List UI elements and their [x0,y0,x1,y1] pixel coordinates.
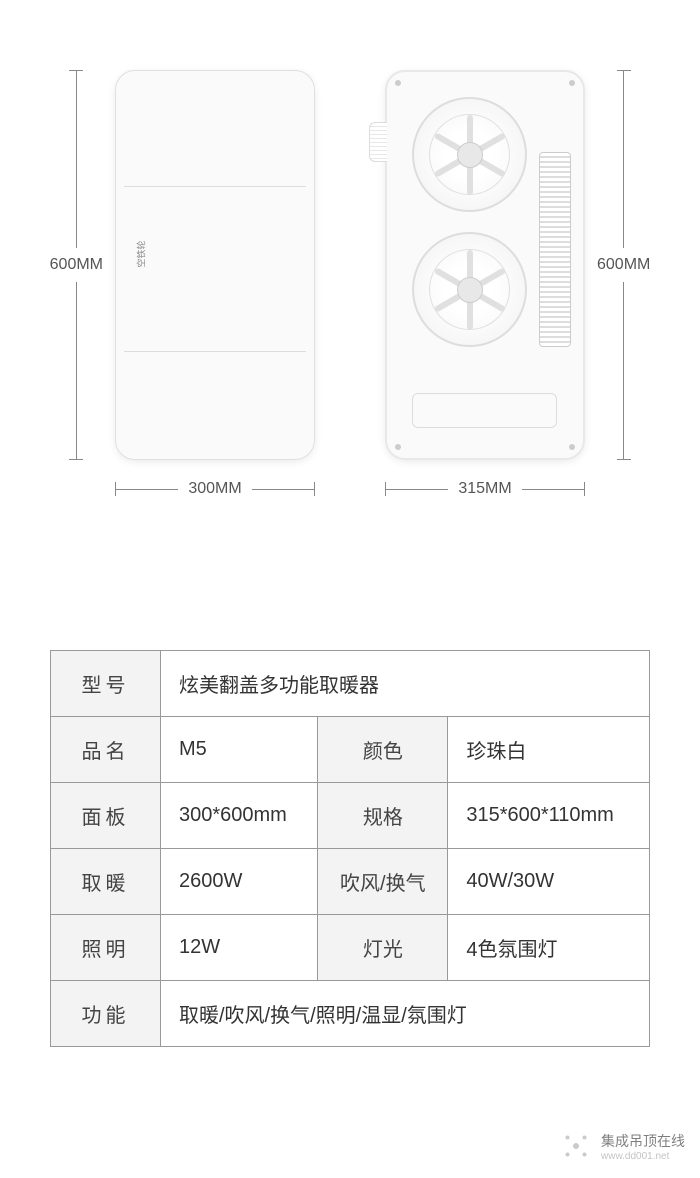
watermark-url: www.dd001.net [601,1151,685,1162]
watermark-text: 集成吊顶在线 www.dd001.net [601,1131,685,1162]
front-width-label: 300MM [188,480,241,498]
fan-bottom [412,232,527,347]
back-height-dimension: 600MM [597,70,650,460]
spec-color-value: 珍珠白 [448,717,650,783]
watermark-icon [559,1129,593,1163]
table-row: 照明 12W 灯光 4色氛围灯 [51,915,650,981]
spec-name-value: M5 [161,717,318,783]
spec-light-value: 4色氛围灯 [448,915,650,981]
table-row: 品名 M5 颜色 珍珠白 [51,717,650,783]
front-view-group: 600MM 空铁轮 300MM [50,40,315,570]
spec-function-value: 取暖/吹风/换气/照明/温显/氛围灯 [161,981,650,1047]
front-width-dimension: 300MM [115,480,315,498]
spec-light-label: 灯光 [318,915,448,981]
spec-panel-value: 300*600mm [161,783,318,849]
front-height-dimension: 600MM [50,70,103,460]
watermark: 集成吊顶在线 www.dd001.net [559,1129,685,1163]
spec-size-value: 315*600*110mm [448,783,650,849]
spec-panel-label: 面板 [51,783,161,849]
spec-size-label: 规格 [318,783,448,849]
back-width-label: 315MM [458,480,511,498]
exhaust-pipe [369,122,387,162]
product-diagram-area: 600MM 空铁轮 300MM [0,0,700,590]
spec-lighting-label: 照明 [51,915,161,981]
brand-label: 空铁轮 [135,240,148,267]
back-height-label: 600MM [597,256,650,274]
back-view-column: 315MM [385,40,585,498]
spec-lighting-value: 12W [161,915,318,981]
front-view-column: 空铁轮 300MM [115,40,315,498]
table-row: 取暖 2600W 吹风/换气 40W/30W [51,849,650,915]
control-box [412,393,557,428]
spec-color-label: 颜色 [318,717,448,783]
device-front-view: 空铁轮 [115,70,315,460]
spec-table: 型号 炫美翻盖多功能取暖器 品名 M5 颜色 珍珠白 面板 300*600mm … [50,650,650,1047]
fan-top [412,97,527,212]
device-back-view [385,70,585,460]
table-row: 型号 炫美翻盖多功能取暖器 [51,651,650,717]
products-row: 600MM 空铁轮 300MM [60,40,640,570]
spec-model-value: 炫美翻盖多功能取暖器 [161,651,650,717]
spec-fan-value: 40W/30W [448,849,650,915]
spec-function-label: 功能 [51,981,161,1047]
table-row: 功能 取暖/吹风/换气/照明/温显/氛围灯 [51,981,650,1047]
spec-heating-value: 2600W [161,849,318,915]
spec-fan-label: 吹风/换气 [318,849,448,915]
spec-model-label: 型号 [51,651,161,717]
vent-grille [539,152,571,347]
back-width-dimension: 315MM [385,480,585,498]
spec-name-label: 品名 [51,717,161,783]
front-height-label: 600MM [50,256,103,274]
table-row: 面板 300*600mm 规格 315*600*110mm [51,783,650,849]
watermark-title: 集成吊顶在线 [601,1131,685,1151]
back-view-group: 315MM 600MM [385,40,650,570]
spec-heating-label: 取暖 [51,849,161,915]
